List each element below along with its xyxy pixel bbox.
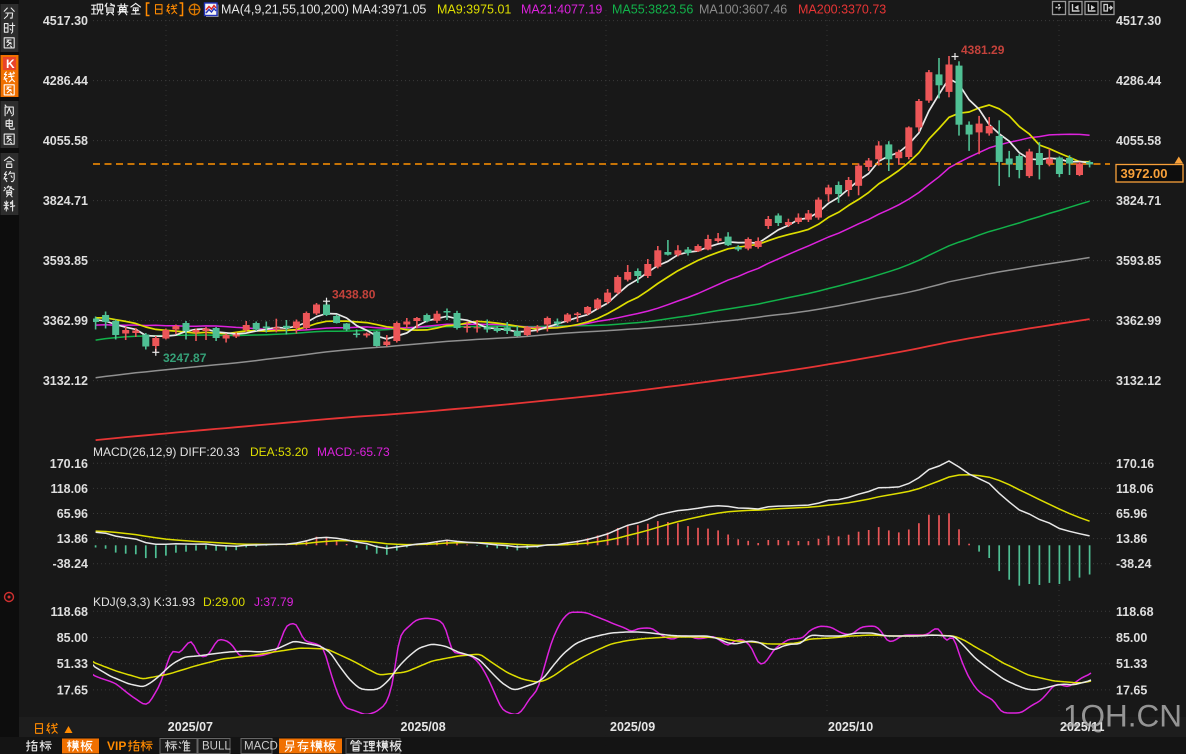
svg-text:MACD(26,12,9) DIFF:20.33: MACD(26,12,9) DIFF:20.33	[93, 445, 240, 459]
svg-text:MA55:3823.56: MA55:3823.56	[612, 3, 693, 17]
svg-text:MA100:3607.46: MA100:3607.46	[699, 3, 787, 17]
svg-text:4517.30: 4517.30	[1116, 14, 1161, 28]
svg-text:3132.12: 3132.12	[43, 374, 88, 388]
svg-text:4055.58: 4055.58	[1116, 134, 1161, 148]
svg-text:MACD:-65.73: MACD:-65.73	[317, 445, 390, 459]
svg-text:4055.58: 4055.58	[43, 134, 88, 148]
svg-text:3593.85: 3593.85	[1116, 254, 1161, 268]
svg-text:85.00: 85.00	[57, 631, 88, 645]
svg-text:65.96: 65.96	[1116, 507, 1147, 521]
svg-text:4517.30: 4517.30	[43, 14, 88, 28]
svg-text:1QH.CN: 1QH.CN	[1063, 698, 1182, 734]
svg-text:DEA:53.20: DEA:53.20	[250, 445, 308, 459]
svg-text:85.00: 85.00	[1116, 631, 1147, 645]
svg-text:-38.24: -38.24	[53, 557, 88, 571]
svg-text:3824.71: 3824.71	[43, 194, 88, 208]
svg-text:4381.29: 4381.29	[961, 43, 1005, 57]
svg-text:118.68: 118.68	[50, 605, 88, 619]
svg-text:3593.85: 3593.85	[43, 254, 88, 268]
svg-text:51.33: 51.33	[57, 657, 88, 671]
svg-text:4286.44: 4286.44	[1116, 74, 1161, 88]
svg-text:3362.99: 3362.99	[43, 314, 88, 328]
svg-text:13.86: 13.86	[57, 532, 88, 546]
svg-text:3438.80: 3438.80	[332, 288, 376, 302]
svg-text:65.96: 65.96	[57, 507, 88, 521]
svg-text:3132.12: 3132.12	[1116, 374, 1161, 388]
svg-text:MA200:3370.73: MA200:3370.73	[798, 3, 886, 17]
svg-text:J:37.79: J:37.79	[254, 595, 294, 609]
svg-text:BULL: BULL	[202, 741, 231, 753]
svg-text:13.86: 13.86	[1116, 532, 1147, 546]
svg-text:D:29.00: D:29.00	[203, 595, 245, 609]
svg-text:-38.24: -38.24	[1116, 557, 1151, 571]
svg-text:VIP: VIP	[107, 739, 126, 753]
svg-text:KDJ(9,3,3) K:31.93: KDJ(9,3,3) K:31.93	[93, 595, 195, 609]
svg-text:2025/07: 2025/07	[168, 720, 213, 734]
svg-text:17.65: 17.65	[1116, 683, 1147, 697]
svg-text:MACD: MACD	[244, 741, 278, 753]
svg-text:118.68: 118.68	[1116, 605, 1154, 619]
svg-text:3247.87: 3247.87	[163, 351, 207, 365]
svg-text:170.16: 170.16	[1116, 457, 1154, 471]
svg-text:3824.71: 3824.71	[1116, 194, 1161, 208]
svg-text:3972.00: 3972.00	[1121, 166, 1168, 181]
svg-text:K: K	[6, 57, 15, 71]
svg-text:118.06: 118.06	[1116, 482, 1154, 496]
svg-text:2025/11: 2025/11	[1060, 720, 1105, 734]
svg-text:MA21:4077.19: MA21:4077.19	[521, 3, 602, 17]
svg-text:MA9:3975.01: MA9:3975.01	[437, 3, 511, 17]
svg-text:2025/08: 2025/08	[401, 720, 446, 734]
svg-text:17.65: 17.65	[57, 683, 88, 697]
svg-text:2025/09: 2025/09	[610, 720, 655, 734]
svg-text:4286.44: 4286.44	[43, 74, 88, 88]
svg-text:51.33: 51.33	[1116, 657, 1147, 671]
svg-text:MA4:3971.05: MA4:3971.05	[352, 3, 426, 17]
svg-text:118.06: 118.06	[50, 482, 88, 496]
svg-text:2025/10: 2025/10	[828, 720, 873, 734]
svg-text:3362.99: 3362.99	[1116, 314, 1161, 328]
svg-text:170.16: 170.16	[50, 457, 88, 471]
svg-text:MA(4,9,21,55,100,200): MA(4,9,21,55,100,200)	[221, 3, 349, 17]
